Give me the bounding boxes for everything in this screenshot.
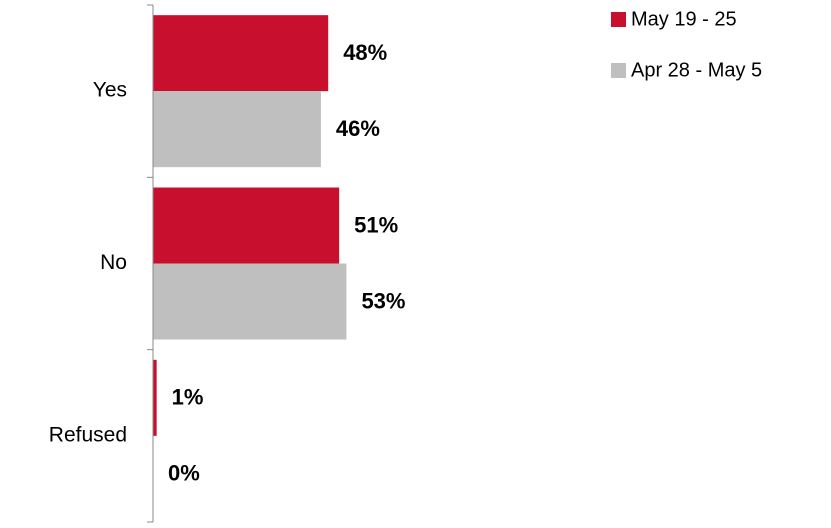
category-label: No bbox=[100, 251, 127, 274]
legend-swatch bbox=[611, 12, 626, 27]
data-label: 1% bbox=[172, 385, 204, 410]
data-label: 48% bbox=[343, 40, 387, 65]
data-label: 0% bbox=[168, 461, 200, 486]
legend-label: May 19 - 25 bbox=[631, 8, 737, 30]
bar bbox=[153, 359, 157, 436]
legend-label: Apr 28 - May 5 bbox=[631, 59, 762, 81]
legend-swatch bbox=[611, 63, 626, 78]
category-label: Refused bbox=[49, 423, 127, 446]
data-label: 46% bbox=[336, 116, 380, 141]
data-label: 53% bbox=[361, 288, 405, 313]
bar bbox=[153, 187, 340, 264]
bar bbox=[153, 91, 321, 168]
category-label: Yes bbox=[93, 79, 127, 102]
bar bbox=[153, 15, 329, 92]
data-label: 51% bbox=[354, 212, 398, 237]
bar bbox=[153, 263, 347, 340]
